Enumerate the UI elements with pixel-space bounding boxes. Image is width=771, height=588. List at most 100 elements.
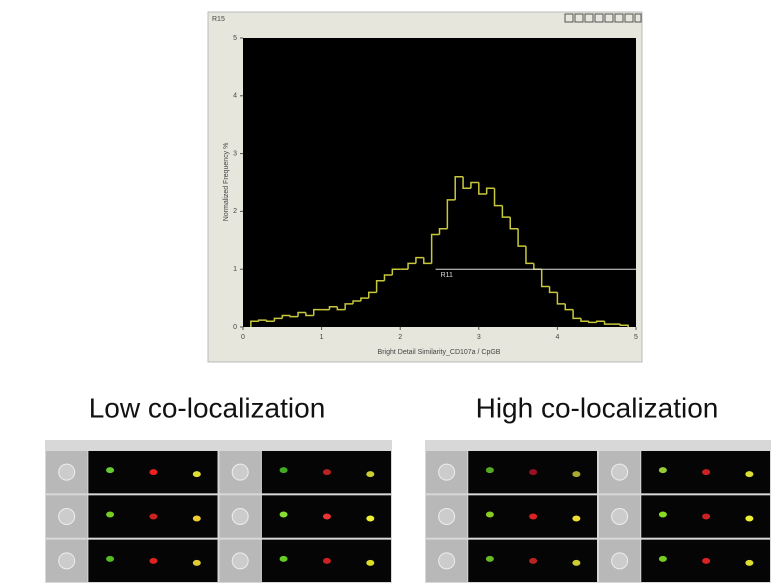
plot-area (243, 38, 636, 327)
histogram-step (509, 217, 519, 230)
cell-outline (611, 463, 629, 481)
x-tick-label: 2 (398, 334, 402, 341)
histogram-step (328, 306, 338, 310)
cell-spot (745, 559, 754, 566)
cell-spot (322, 469, 331, 476)
cell-spot (366, 515, 375, 522)
cell-spot (149, 513, 158, 520)
histogram-step (595, 320, 605, 323)
histogram-step (470, 181, 479, 189)
histogram-step (438, 227, 448, 235)
x-tick-label: 4 (555, 334, 559, 341)
histogram-step (305, 312, 314, 317)
cell-outline (611, 552, 629, 570)
histogram-step (501, 205, 511, 218)
cell-spot (658, 467, 667, 474)
cell-spot (106, 555, 115, 562)
histogram-step (360, 297, 369, 301)
histogram-step (352, 300, 361, 304)
histogram-step (391, 268, 401, 275)
cell-spot (745, 471, 754, 478)
cell-outline (438, 463, 456, 481)
tool-button[interactable] (604, 13, 614, 23)
histogram-step (493, 188, 503, 207)
histogram-step (368, 291, 377, 299)
cell-spot (322, 513, 331, 520)
cell-outline (58, 508, 76, 525)
histogram-step (446, 199, 456, 229)
histogram-step (375, 280, 385, 293)
tool-button[interactable] (614, 13, 624, 23)
histogram-step (407, 262, 416, 270)
tool-button[interactable] (564, 13, 574, 23)
histogram-step (454, 175, 464, 200)
cell-spot (106, 467, 115, 474)
cell-outline (438, 552, 456, 570)
cell-spot (279, 467, 288, 474)
histogram-step (273, 317, 283, 322)
histogram-step (619, 324, 629, 327)
histogram-step (485, 187, 495, 195)
cell-spot (106, 511, 115, 518)
histogram-step (572, 309, 581, 320)
cell-spot (322, 557, 331, 564)
y-tick-label: 1 (233, 266, 237, 273)
galleries (45, 440, 771, 583)
cell-outline (231, 552, 249, 570)
cell-spot (529, 469, 538, 476)
chart-title: R15 (212, 16, 225, 23)
cell-spot (366, 471, 375, 478)
cell-spot (366, 559, 375, 566)
histogram-step (478, 182, 487, 195)
cell-spot (572, 559, 581, 566)
panel-title: High co-localization (476, 392, 719, 423)
cell-spot (702, 469, 711, 476)
histogram-step (336, 306, 346, 311)
cell-spot (149, 469, 158, 476)
histogram-step (564, 303, 574, 311)
histogram-step (462, 176, 471, 190)
histogram-step (548, 286, 558, 294)
cell-spot (529, 513, 538, 520)
cell-outline (231, 463, 249, 481)
cell-outline (438, 508, 456, 525)
y-tick-label: 5 (233, 35, 237, 42)
histogram-step (297, 311, 306, 317)
cell-spot (658, 555, 667, 562)
histogram-step (289, 315, 299, 318)
cell-spot (485, 511, 494, 518)
cell-outline (58, 552, 76, 570)
x-tick-label: 1 (320, 334, 324, 341)
histogram-step (540, 269, 550, 288)
histogram-step (257, 319, 267, 322)
cell-outline (231, 508, 249, 525)
y-tick-label: 4 (233, 93, 237, 100)
histogram-step (517, 228, 526, 247)
cell-spot (485, 467, 494, 474)
histogram-step (588, 321, 597, 324)
y-axis-label: Normalized Frequency % (223, 143, 230, 222)
cell-spot (192, 515, 201, 522)
tool-button[interactable] (574, 13, 584, 23)
histogram-step (344, 303, 354, 310)
cell-spot (572, 471, 581, 478)
tool-button[interactable] (594, 13, 604, 23)
histogram-step (525, 246, 534, 265)
cell-spot (149, 557, 158, 564)
cell-outline (611, 508, 629, 525)
x-tick-label: 5 (634, 334, 638, 341)
cell-spot (192, 559, 201, 566)
cell-spot (279, 511, 288, 518)
x-tick-label: 0 (241, 334, 245, 341)
tool-button[interactable] (584, 13, 594, 23)
cell-spot (745, 515, 754, 522)
x-axis-label: Bright Detail Similarity_CD107a / CpGB (378, 349, 501, 356)
histogram-step (423, 257, 432, 265)
cell-spot (572, 515, 581, 522)
cell-spot (702, 557, 711, 564)
tool-button[interactable] (624, 13, 634, 23)
close-button[interactable] (634, 13, 642, 23)
region-label: R11 (441, 272, 453, 279)
histogram-step (265, 320, 275, 322)
